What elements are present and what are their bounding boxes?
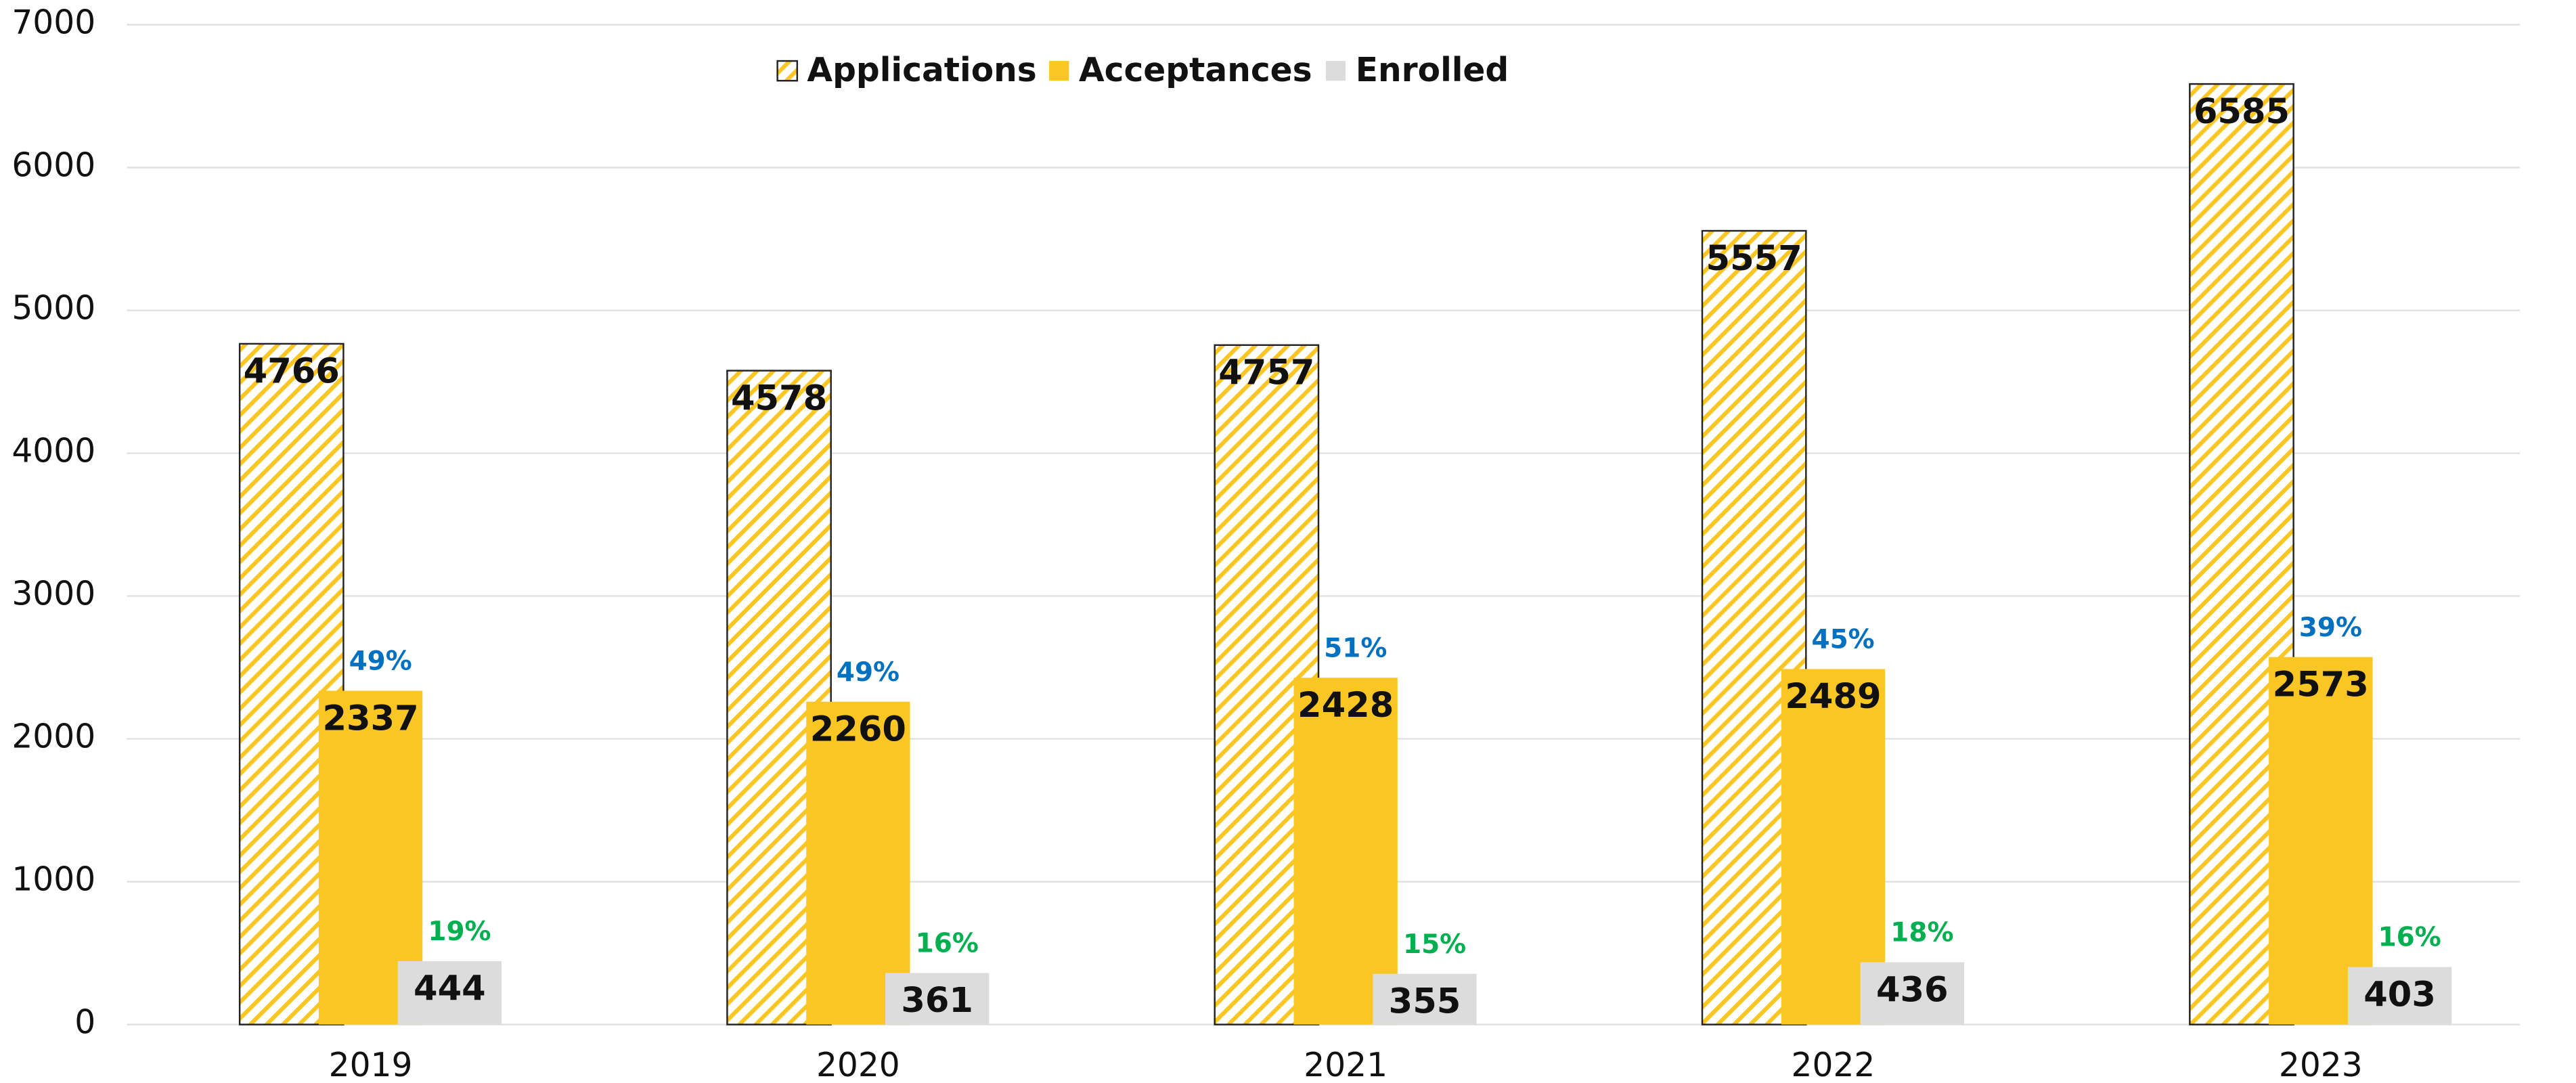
y-tick-label: 5000 — [12, 290, 95, 328]
bar — [1373, 973, 1477, 1025]
value-label: 2489 — [1785, 677, 1881, 717]
rate-label: 49% — [837, 657, 900, 688]
bar — [2347, 967, 2452, 1025]
rate-label: 49% — [349, 646, 412, 677]
bar — [1860, 962, 1964, 1025]
value-label: 355 — [1389, 982, 1461, 1022]
value-label: 2573 — [2273, 665, 2369, 705]
value-label: 361 — [901, 981, 973, 1021]
value-label: 2428 — [1297, 686, 1394, 726]
legend-swatch — [1049, 61, 1069, 81]
rate-label: 15% — [1403, 929, 1466, 960]
value-label: 5557 — [1706, 239, 1802, 279]
legend-swatch — [1325, 61, 1346, 81]
legend-label: Acceptances — [1079, 51, 1312, 89]
value-label: 436 — [1876, 970, 1949, 1010]
rate-label: 16% — [2378, 923, 2441, 953]
rate-label: 19% — [428, 916, 491, 947]
rate-label: 51% — [1324, 633, 1387, 663]
y-tick-label: 1000 — [12, 861, 95, 899]
value-label: 4757 — [1218, 353, 1314, 393]
rate-label: 39% — [2299, 613, 2362, 643]
bar — [2269, 657, 2373, 1025]
value-label: 4578 — [731, 378, 827, 418]
value-label: 2260 — [810, 710, 906, 750]
rate-label: 18% — [1890, 918, 1953, 948]
y-tick-label: 0 — [74, 1004, 95, 1042]
value-label: 444 — [414, 969, 486, 1009]
bar — [1293, 678, 1398, 1025]
x-tick-label: 2021 — [1304, 1046, 1387, 1083]
y-tick-label: 4000 — [12, 433, 95, 470]
value-label: 6585 — [2194, 92, 2290, 132]
y-tick-label: 3000 — [12, 575, 95, 613]
bar — [806, 701, 910, 1025]
x-tick-label: 2022 — [1792, 1046, 1875, 1083]
x-tick-label: 2019 — [329, 1046, 413, 1083]
x-tick-label: 2023 — [2279, 1046, 2363, 1083]
value-label: 2337 — [322, 699, 418, 738]
bar — [397, 960, 502, 1025]
y-tick-label: 6000 — [12, 147, 95, 185]
value-label: 403 — [2363, 975, 2436, 1015]
rate-label: 45% — [1811, 625, 1874, 655]
bar — [885, 973, 990, 1025]
y-tick-label: 2000 — [12, 718, 95, 756]
legend-swatch — [776, 60, 799, 82]
legend-label: Enrolled — [1356, 51, 1509, 89]
x-tick-label: 2020 — [816, 1046, 900, 1083]
y-tick-label: 7000 — [12, 4, 95, 42]
legend-label: Applications — [807, 51, 1036, 89]
value-label: 4766 — [244, 352, 340, 392]
rate-label: 16% — [916, 929, 979, 959]
